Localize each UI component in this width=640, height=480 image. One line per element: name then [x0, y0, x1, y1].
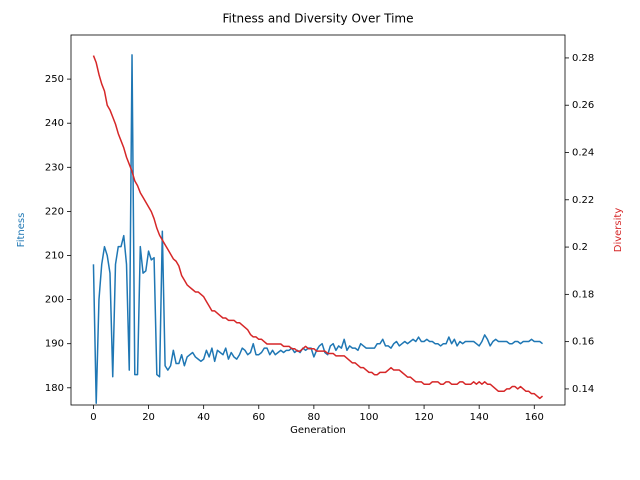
- y-tick-label: 220: [45, 206, 64, 217]
- y2-tick-label: 0.18: [572, 289, 594, 300]
- y2-tick-label: 0.16: [572, 337, 594, 348]
- y-axis-label: Fitness: [16, 213, 27, 248]
- x-tick-label: 160: [525, 412, 544, 423]
- y2-tick-label: 0.28: [572, 53, 594, 64]
- y-tick-label: 210: [45, 251, 64, 262]
- x-axis-label: Generation: [290, 425, 346, 436]
- data-line: [92, 54, 544, 404]
- x-tick-label: 0: [90, 412, 96, 423]
- x-tick-label: 100: [359, 412, 378, 423]
- data-line: [92, 55, 544, 400]
- y2-tick-label: 0.22: [572, 195, 594, 206]
- x-tick-label: 140: [470, 412, 489, 423]
- y2-tick-label: 0.2: [572, 242, 588, 253]
- y2-tick-label: 0.14: [572, 384, 594, 395]
- y2-tick-label: 0.26: [572, 100, 594, 111]
- x-tick-label: 60: [252, 412, 265, 423]
- chart-title: Fitness and Diversity Over Time: [222, 12, 413, 26]
- x-tick-label: 120: [415, 412, 434, 423]
- y-tick-label: 240: [45, 118, 64, 129]
- y-tick-label: 180: [45, 383, 64, 394]
- y-tick-label: 190: [45, 339, 64, 350]
- y2-axis-label: Diversity: [613, 208, 624, 253]
- x-tick-label: 40: [197, 412, 210, 423]
- x-tick-label: 20: [142, 412, 155, 423]
- y2-tick-label: 0.24: [572, 148, 594, 159]
- x-tick-label: 80: [308, 412, 321, 423]
- y-tick-label: 250: [45, 74, 64, 85]
- y-tick-label: 230: [45, 162, 64, 173]
- plot-frame: [70, 34, 566, 406]
- y-tick-label: 200: [45, 295, 64, 306]
